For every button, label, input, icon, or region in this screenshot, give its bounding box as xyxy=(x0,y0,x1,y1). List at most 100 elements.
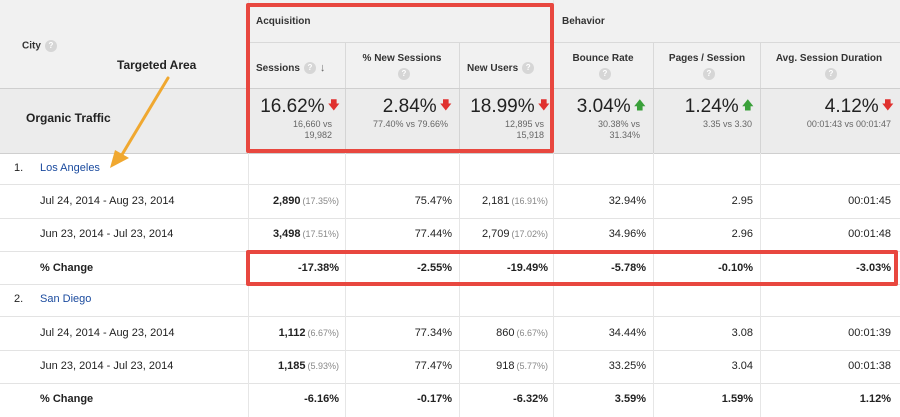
new-users-summary-detail-2: 15,918 xyxy=(516,130,544,140)
acquisition-group-label: Acquisition xyxy=(256,16,311,27)
sessions-value: 3,498 xyxy=(272,228,301,240)
arrow-up-icon: 🡅 xyxy=(741,98,754,112)
arrow-down-icon: 🡇 xyxy=(881,98,894,112)
new-users-change: -6.32% xyxy=(513,393,548,405)
city-link-san-diego[interactable]: San Diego xyxy=(40,293,92,305)
new-sessions-cell: 77.34% xyxy=(414,327,452,339)
sessions-share: (17.35%) xyxy=(302,196,339,206)
sessions-value: 1,112 xyxy=(278,327,306,339)
avg-duration-summary: 4.12% 🡇 xyxy=(763,96,894,118)
row-divider xyxy=(0,184,900,185)
sessions-summary-detail-2: 19,982 xyxy=(304,130,332,140)
avg-duration-cell: 00:01:39 xyxy=(848,327,891,339)
date-range-label: Jul 24, 2014 - Aug 23, 2014 xyxy=(40,195,175,207)
avg-duration-cell: 00:01:48 xyxy=(848,228,891,240)
arrow-down-icon: 🡇 xyxy=(439,98,452,112)
avg-duration-column-header[interactable]: Avg. Session Duration? xyxy=(766,52,892,80)
pages-session-cell: 2.96 xyxy=(731,228,753,240)
new-users-value: 860 xyxy=(496,327,515,339)
help-icon[interactable]: ? xyxy=(303,62,316,75)
city-header-label: City xyxy=(22,40,41,52)
bounce-rate-header-label: Bounce Rate xyxy=(572,53,634,64)
date-range-label: Jul 24, 2014 - Aug 23, 2014 xyxy=(40,327,175,339)
sessions-cell: 2,890 (17.35%) xyxy=(250,195,339,207)
new-sessions-change: -2.55% xyxy=(417,262,452,274)
sessions-summary-value: 16.62% xyxy=(260,96,325,117)
sessions-share: (5.93%) xyxy=(307,361,339,371)
help-icon[interactable]: ? xyxy=(825,68,837,80)
arrow-down-icon: 🡇 xyxy=(327,98,340,112)
new-users-column-header[interactable]: New Users? xyxy=(467,62,535,75)
column-divider xyxy=(345,89,346,153)
sessions-column-header[interactable]: Sessions? ↓ xyxy=(256,62,325,75)
new-users-share: (6.67%) xyxy=(516,328,548,338)
row-divider xyxy=(0,316,900,317)
targeted-area-annotation: Targeted Area xyxy=(117,58,197,72)
city-column-header[interactable]: City? xyxy=(22,40,57,52)
sessions-value: 2,890 xyxy=(272,195,301,207)
new-users-cell: 2,181 (16.91%) xyxy=(462,195,548,207)
bounce-rate-summary-detail-1: 30.38% vs xyxy=(597,119,640,129)
sessions-summary: 16.62% 🡇 xyxy=(250,96,340,118)
row-number: 1. xyxy=(14,162,24,174)
row-number: 2. xyxy=(14,293,24,305)
row-divider xyxy=(0,383,900,384)
bounce-rate-cell: 32.94% xyxy=(608,195,646,207)
sessions-share: (17.51%) xyxy=(302,229,339,239)
pages-session-change: -0.10% xyxy=(718,262,753,274)
avg-duration-change: 1.12% xyxy=(859,393,891,405)
acquisition-highlight xyxy=(246,3,554,153)
avg-duration-cell: 00:01:38 xyxy=(848,360,891,372)
new-sessions-column-header[interactable]: % New Sessions? xyxy=(352,52,452,80)
bounce-rate-summary-detail-2: 31.34% xyxy=(609,130,640,140)
sessions-cell: 1,185 (5.93%) xyxy=(250,360,339,372)
bounce-rate-change: 3.59% xyxy=(614,393,646,405)
row-divider xyxy=(0,218,900,219)
new-users-header-label: New Users xyxy=(467,63,519,74)
arrow-down-icon: 🡇 xyxy=(537,98,550,112)
help-icon[interactable]: ? xyxy=(398,68,410,80)
new-users-share: (5.77%) xyxy=(516,361,548,371)
sessions-cell: 1,112 (6.67%) xyxy=(250,327,339,339)
header-divider xyxy=(760,42,761,88)
date-range-label: Jun 23, 2014 - Jul 23, 2014 xyxy=(40,360,174,372)
help-icon[interactable]: ? xyxy=(44,40,57,52)
sessions-summary-detail: 16,660 vs 19,982 xyxy=(250,119,332,141)
help-icon[interactable]: ? xyxy=(522,62,535,75)
sessions-summary-detail-1: 16,660 vs xyxy=(292,119,332,129)
city-link-los-angeles[interactable]: Los Angeles xyxy=(40,162,100,174)
new-sessions-summary-value: 2.84% xyxy=(382,96,437,117)
pages-session-column-header[interactable]: Pages / Session? xyxy=(660,52,754,80)
new-users-change: -19.49% xyxy=(507,262,548,274)
new-users-summary-detail: 12,895 vs 15,918 xyxy=(462,119,544,141)
pages-session-summary: 1.24% 🡅 xyxy=(656,96,754,118)
arrow-up-icon: 🡅 xyxy=(633,98,646,112)
new-sessions-cell: 77.44% xyxy=(414,228,452,240)
sessions-cell: 3,498 (17.51%) xyxy=(250,228,339,240)
help-icon[interactable]: ? xyxy=(599,68,611,80)
new-sessions-change: -0.17% xyxy=(417,393,452,405)
change-row-highlight xyxy=(246,250,898,286)
new-users-value: 2,709 xyxy=(481,228,510,240)
bounce-rate-cell: 34.44% xyxy=(608,327,646,339)
sessions-change: -17.38% xyxy=(298,262,339,274)
new-users-share: (16.91%) xyxy=(511,196,548,206)
pages-session-summary-value: 1.24% xyxy=(684,96,739,117)
avg-duration-cell: 00:01:45 xyxy=(848,195,891,207)
avg-duration-summary-value: 4.12% xyxy=(824,96,879,117)
bounce-rate-column-header[interactable]: Bounce Rate? xyxy=(560,52,646,80)
summary-row xyxy=(0,89,900,153)
header-divider xyxy=(0,88,900,89)
new-users-cell: 2,709 (17.02%) xyxy=(462,228,548,240)
date-range-label: Jun 23, 2014 - Jul 23, 2014 xyxy=(40,228,174,240)
annotation-arrow-icon xyxy=(110,76,170,168)
help-icon[interactable]: ? xyxy=(703,68,715,80)
behavior-group-label: Behavior xyxy=(562,16,605,27)
avg-duration-change: -3.03% xyxy=(856,262,891,274)
pages-session-header-label: Pages / Session xyxy=(668,53,746,64)
new-sessions-cell: 75.47% xyxy=(414,195,452,207)
column-divider xyxy=(760,89,761,153)
pages-session-change: 1.59% xyxy=(721,393,753,405)
new-sessions-summary: 2.84% 🡇 xyxy=(348,96,452,118)
sort-down-icon[interactable]: ↓ xyxy=(319,62,326,74)
